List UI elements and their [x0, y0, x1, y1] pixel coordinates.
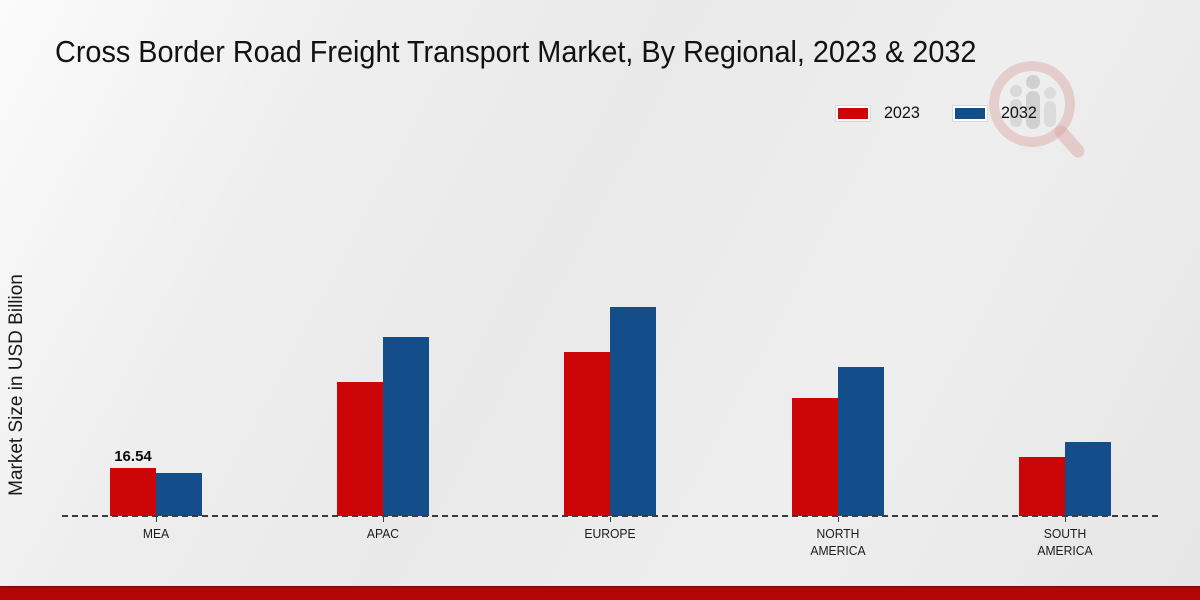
bar-2023-europe [564, 351, 610, 516]
bar-2032-europe [610, 307, 656, 516]
bar-2032-mea [156, 473, 202, 516]
legend: 2023 2032 [836, 103, 1038, 123]
y-axis-label: Market Size in USD Billion [6, 274, 27, 496]
bar-2032-north-america [838, 367, 884, 516]
data-label-mea-2023: 16.54 [114, 448, 152, 465]
bar-2023-apac [337, 381, 383, 516]
category-label-mea: MEA [142, 527, 170, 541]
x-axis-tick [1065, 517, 1066, 522]
x-axis-tick [610, 517, 611, 522]
bar-2032-south-america [1065, 442, 1111, 516]
x-axis-tick [156, 517, 157, 522]
bar-2023-mea [110, 468, 156, 516]
legend-item-2032: 2032 [952, 103, 1038, 123]
magnifier-logo-watermark [989, 61, 1085, 158]
x-axis-baseline [62, 515, 1158, 517]
footer-accent-bar [0, 586, 1200, 600]
x-axis-tick [383, 517, 384, 522]
bar-2032-apac [383, 336, 429, 516]
legend-swatch-2023 [836, 105, 870, 121]
category-label-europe: EUROPE [584, 527, 636, 541]
bar-2023-north-america [792, 397, 838, 516]
x-axis-tick [838, 517, 839, 522]
category-label-apac: APAC [366, 527, 400, 541]
category-label-south-america: SOUTH AMERICA [1037, 527, 1093, 558]
chart-title: Cross Border Road Freight Transport Mark… [55, 34, 977, 69]
legend-label-2032: 2032 [1000, 103, 1037, 122]
category-label-north-america: NORTH AMERICA [810, 527, 866, 558]
legend-label-2023: 2023 [883, 103, 920, 122]
legend-swatch-2032 [952, 105, 987, 121]
legend-item-2023: 2023 [836, 103, 921, 123]
bar-2023-south-america [1019, 457, 1065, 516]
